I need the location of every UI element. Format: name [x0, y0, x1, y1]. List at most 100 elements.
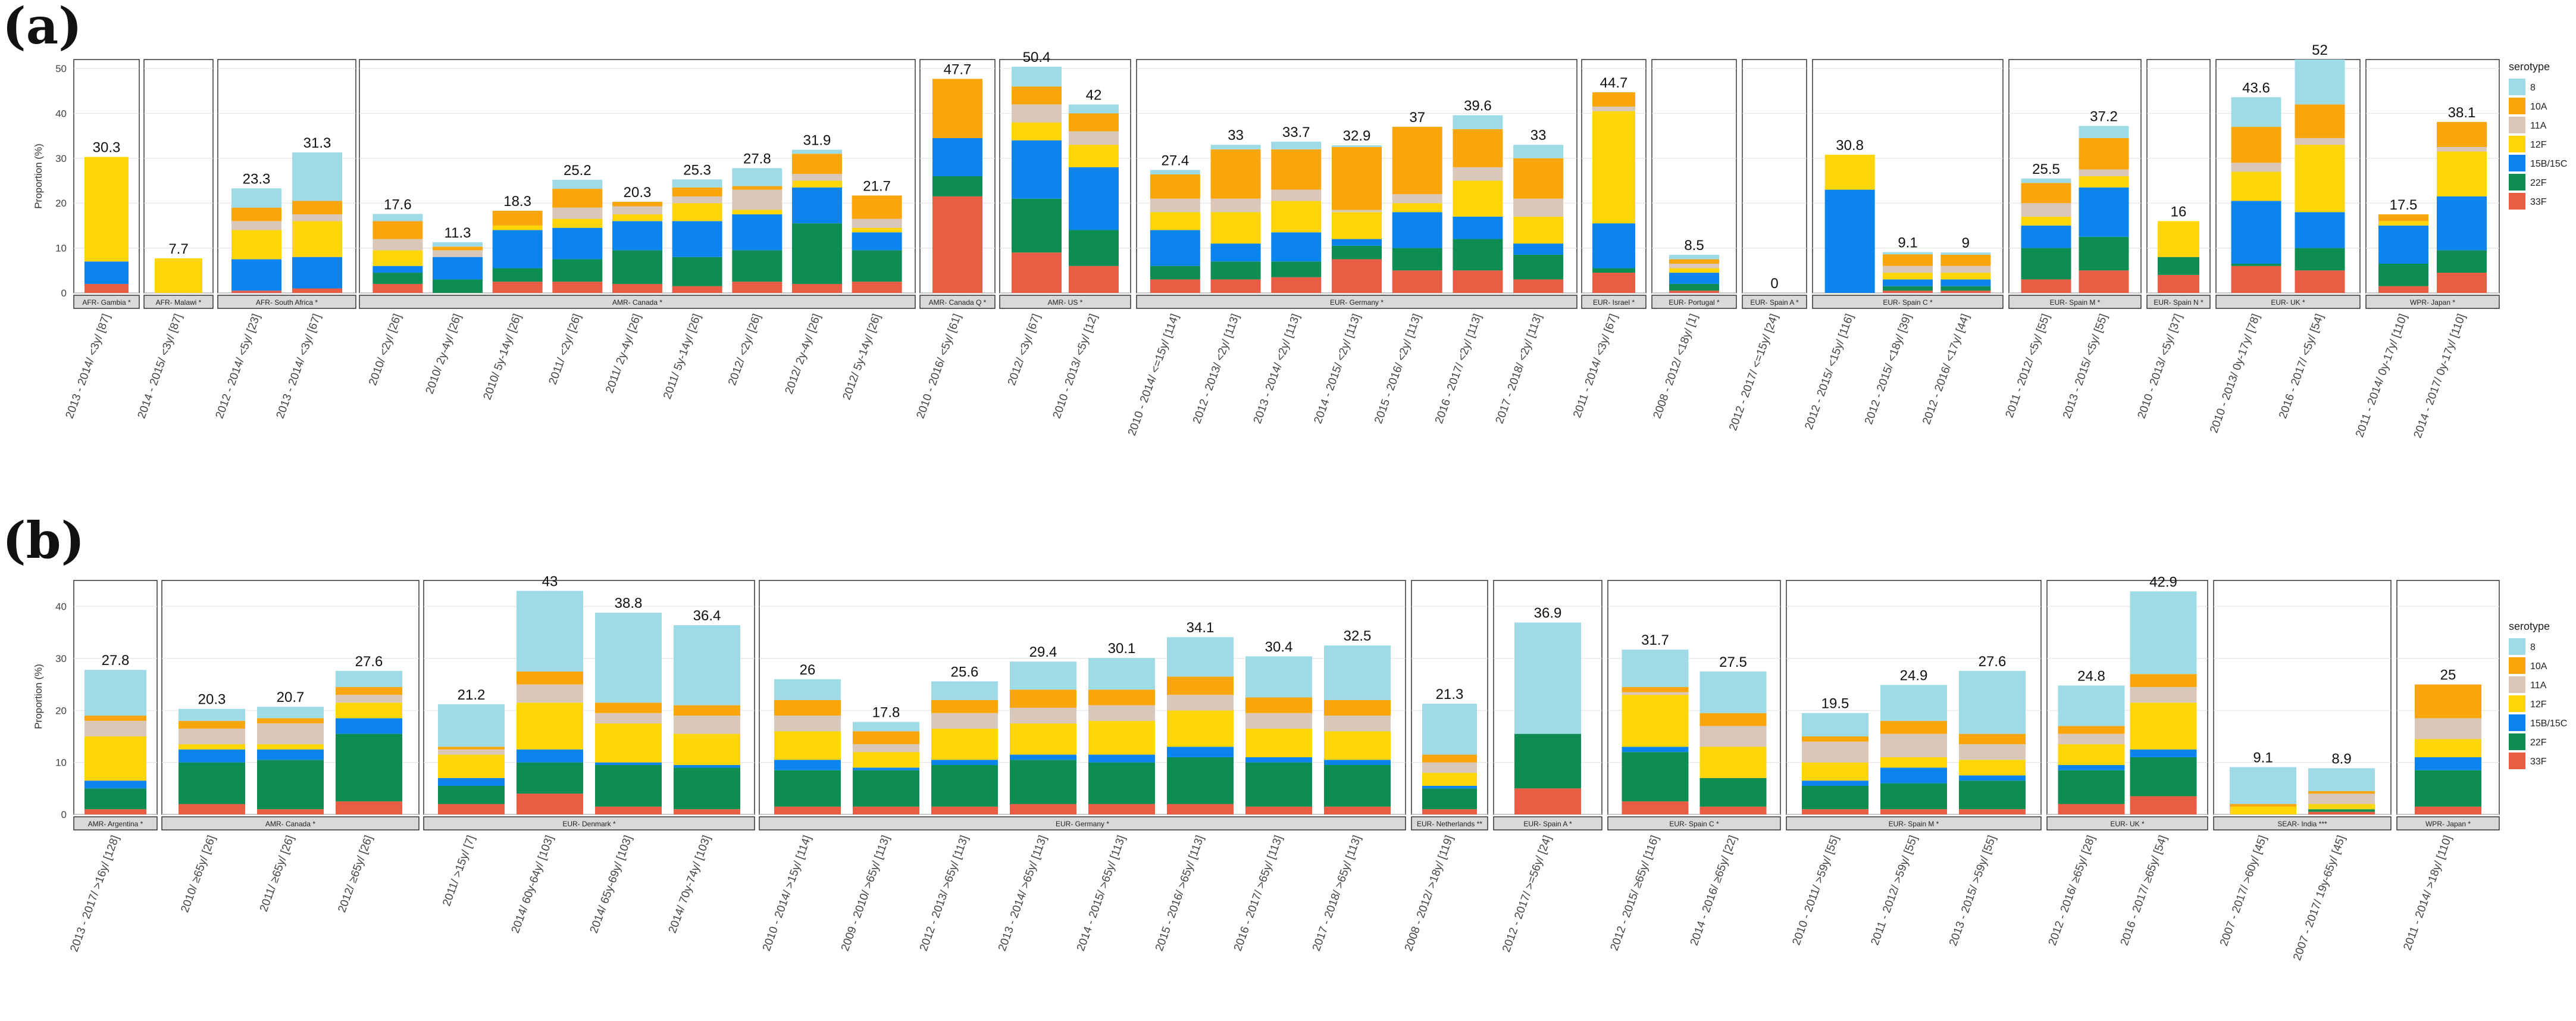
- facet-strip-label: EUR- UK *: [2271, 298, 2305, 307]
- bar-total-label: 27.5: [1719, 654, 1747, 670]
- bar-segment-22f: [792, 223, 842, 284]
- bar-segment-15b-15c: [852, 232, 902, 251]
- bar-segment-15b-15c: [552, 227, 603, 260]
- bar-segment-11a: [336, 695, 402, 703]
- bar-total-label: 33: [1228, 127, 1244, 143]
- facet-panel: EUR- Spain M * 19.5 2010 - 2011/ >59y/ [55…: [1786, 580, 2042, 948]
- x-tick-label: 2010 - 2013/ <5y/ [37]: [2136, 313, 2185, 420]
- facet-strip: [1786, 816, 2042, 830]
- bar-segment-11a: [1392, 194, 1442, 204]
- bar-segment-22f: [492, 268, 543, 282]
- bar-segment-12f: [438, 754, 505, 778]
- x-tick-label: 2011/ 5y-14y/ [26]: [661, 313, 703, 401]
- bar-segment-10a: [1513, 158, 1564, 199]
- bar-total-label: 36.4: [693, 608, 721, 624]
- facet-panel: AMR- Canada * 20.3 2010/ ≥65y/ [26] 20.7 201…: [161, 580, 420, 914]
- bar-segment-33f: [373, 283, 423, 293]
- bar-segment-8: [1880, 685, 1947, 721]
- facet-panel: EUR- Israel * 44.7 2011 - 2014/ <3y/ [67]: [1571, 59, 1647, 420]
- bar-segment-11a: [1592, 107, 1635, 111]
- bar-segment-22f: [2415, 770, 2481, 807]
- bar-segment-33f: [674, 809, 740, 814]
- x-tick-label: 2013 - 2017/ >16y/ [128]: [68, 834, 121, 954]
- bar-segment-33f: [2058, 804, 2125, 814]
- facet-panel: WPR- Japan * 25 2011 - 2014/ >18y/ [110]: [2396, 580, 2500, 952]
- bar-segment-33f: [1453, 270, 1503, 293]
- facet-strip-label: AMR- Canada Q *: [929, 298, 987, 307]
- bar-segment-12f: [2231, 171, 2281, 201]
- bar-total-label: 8.5: [1684, 238, 1704, 254]
- bar-segment-22f: [1088, 762, 1155, 804]
- stacked-bar: 20.7 2011/ ≥65y/ [26]: [257, 689, 324, 913]
- y-tick-label: 40: [55, 601, 67, 613]
- bar-segment-15b-15c: [2295, 212, 2345, 248]
- bar-total-label: 38.1: [2448, 105, 2476, 121]
- bar-segment-15b-15c: [2058, 765, 2125, 770]
- bar-segment-8: [1422, 703, 1477, 755]
- bar-segment-22f: [2308, 809, 2375, 812]
- bar-segment-22f: [2378, 264, 2428, 286]
- bar-segment-8: [1332, 145, 1382, 147]
- bar-total-label: 43.6: [2242, 80, 2270, 96]
- x-tick-label: 2010/ 2y-4y/ [26]: [424, 313, 464, 396]
- bar-segment-33f: [1332, 259, 1382, 293]
- x-tick-label: 2014 - 2017/ 0y-17y/ [110]: [2412, 313, 2468, 440]
- bar-total-label: 30.4: [1265, 639, 1293, 655]
- bar-total-label: 16: [2171, 204, 2187, 220]
- x-tick-label: 2011 - 2014/ 0y-17y/ [110]: [2353, 313, 2410, 439]
- bar-segment-12f: [1150, 212, 1200, 230]
- bar-segment-11a: [231, 221, 281, 230]
- legend-title: serotype: [2509, 61, 2550, 73]
- bar-total-label: 0: [1770, 276, 1778, 292]
- bar-segment-33f: [336, 801, 402, 814]
- x-tick-label: 2008 - 2012/ <18y/ [1]: [1651, 313, 1701, 420]
- x-tick-label: 2012/ <2y/ [26]: [726, 313, 763, 388]
- bar-segment-33f: [1880, 809, 1947, 814]
- bar-total-label: 24.9: [1900, 668, 1928, 684]
- facet-strip-label: EUR- Portugal *: [1669, 298, 1720, 307]
- bar-segment-22f: [1669, 283, 1719, 291]
- bar-segment-22f: [1592, 268, 1635, 273]
- facet-strip-label: EUR- UK *: [2110, 820, 2145, 828]
- bar-segment-33f: [774, 806, 841, 814]
- bar-segment-12f: [853, 752, 919, 768]
- bar-total-label: 19.5: [1821, 696, 1849, 712]
- facet-panel: AFR- Malawi * 7.7 2014 - 2015/ <3y/ [87]: [136, 59, 214, 420]
- x-tick-label: 2010 - 2014/ <=15y/ [114]: [1126, 313, 1182, 438]
- bar-total-label: 32.9: [1343, 128, 1371, 144]
- bar-segment-12f: [595, 723, 662, 763]
- bar-segment-22f: [1622, 752, 1689, 802]
- legend-swatch: [2509, 714, 2525, 731]
- bar-segment-10a: [2079, 138, 2129, 170]
- legend-label: 22F: [2530, 178, 2547, 188]
- x-tick-label: 2014/ 60y-64y/ [103]: [509, 834, 556, 935]
- bar-segment-33f: [552, 282, 603, 293]
- bar-segment-15b-15c: [1069, 167, 1119, 230]
- y-tick-label: 30: [55, 153, 67, 164]
- bar-segment-15b-15c: [1324, 760, 1391, 766]
- bar-total-label: 21.7: [863, 178, 891, 194]
- bar-segment-8: [792, 149, 842, 154]
- bar-segment-15b-15c: [1592, 223, 1635, 268]
- bar-segment-15b-15c: [84, 261, 129, 284]
- bar-segment-10a: [1245, 697, 1312, 713]
- x-tick-label: 2012 - 2015/ <18y/ [39]: [1863, 313, 1914, 426]
- x-tick-label: 2009 - 2010/ >65y/ [113]: [839, 834, 893, 953]
- bar-segment-22f: [1880, 783, 1947, 810]
- bar-total-label: 18.3: [503, 193, 531, 210]
- bar-segment-8: [1514, 622, 1581, 734]
- bar-segment-15b-15c: [2231, 201, 2281, 264]
- bar-segment-10a: [932, 79, 982, 138]
- facet-panel: AMR- US * 50.4 2012/ <3y/ [67] 42 2010 - 201…: [999, 49, 1131, 420]
- facet-strip: [359, 295, 916, 309]
- bar-segment-12f: [1167, 710, 1234, 747]
- bar-segment-33f: [292, 288, 342, 293]
- bar-segment-33f: [2231, 266, 2281, 293]
- bar-segment-8: [2295, 60, 2345, 105]
- bar-segment-12f: [1880, 757, 1947, 768]
- bar-segment-10a: [1883, 254, 1933, 266]
- bar-segment-11a: [2130, 687, 2197, 703]
- bar-segment-22f: [1012, 198, 1062, 253]
- bar-segment-10a: [1453, 129, 1503, 167]
